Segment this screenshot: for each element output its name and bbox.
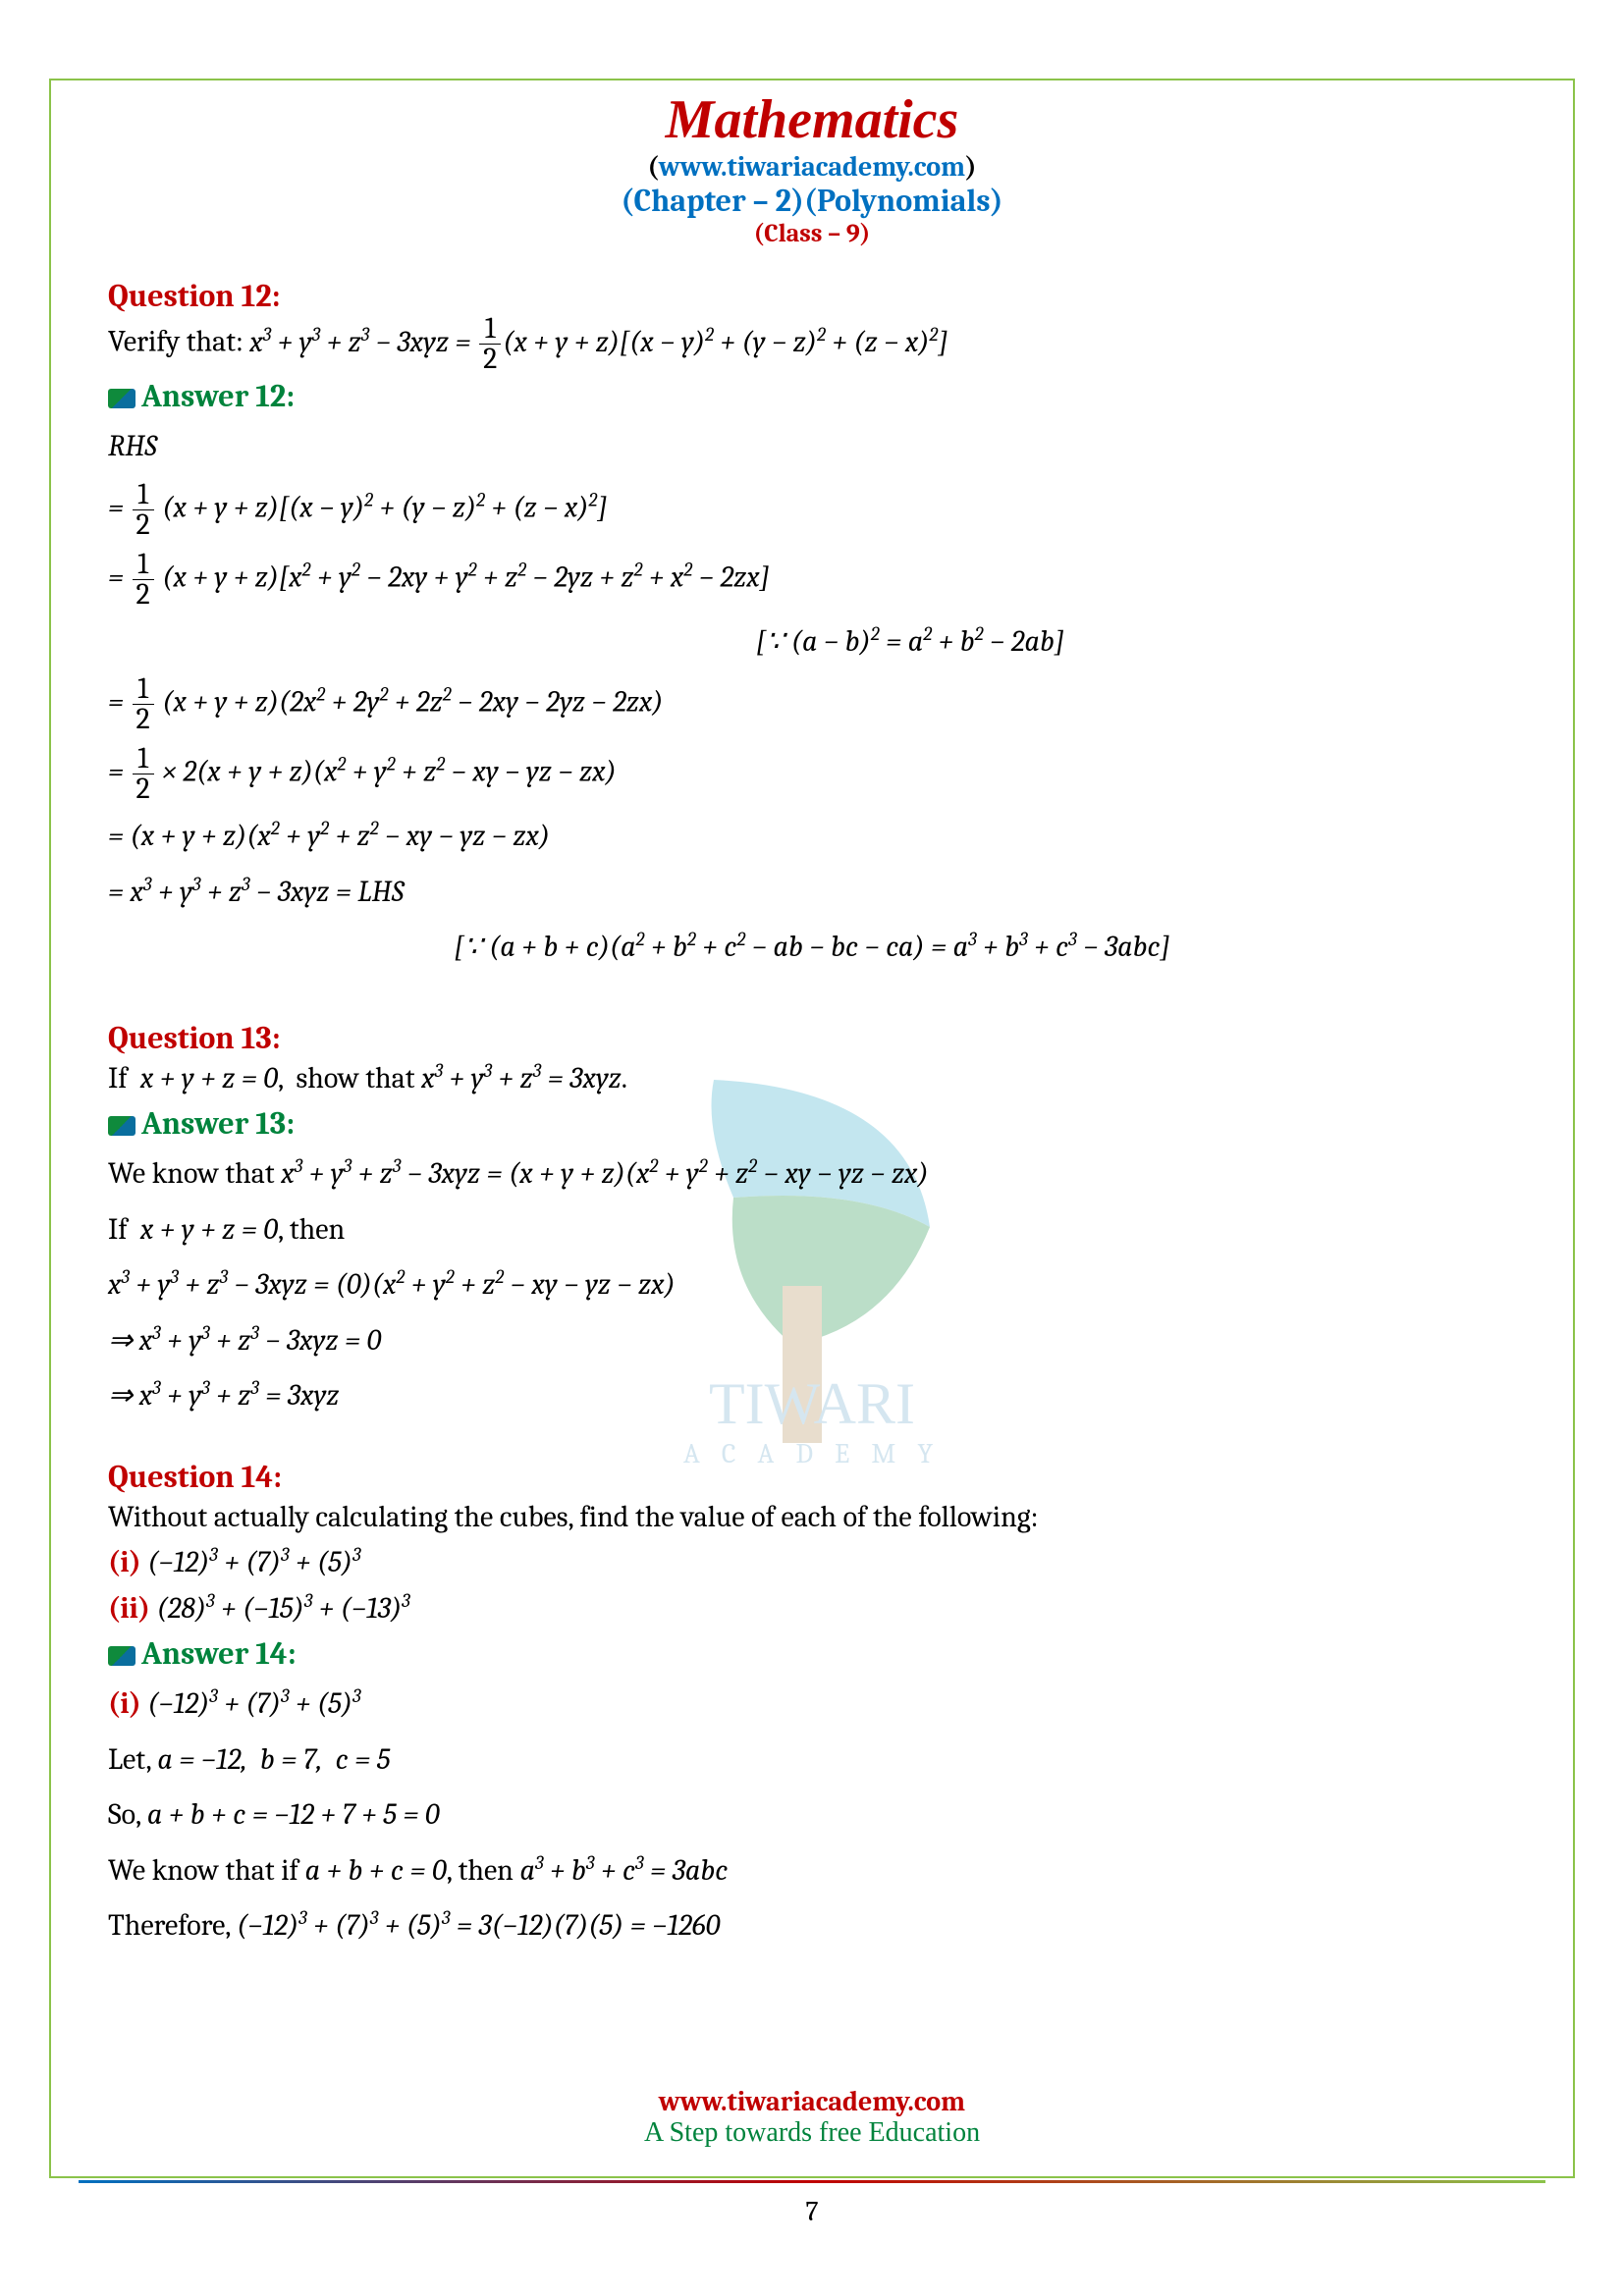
q13-prompt: If x + y + z = 0, show that x3 + y3 + z3… [108, 1056, 1516, 1102]
chapter-title: (Chapter – 2)(Polynomials) [108, 183, 1516, 219]
q14-part-ii: (ii) (28)3 + (−15)3 + (−13)3 [108, 1586, 1516, 1632]
q12-answer-label: Answer 12: [108, 378, 1516, 414]
page-number: 7 [0, 2196, 1624, 2227]
website-link[interactable]: www.tiwariacademy.com [659, 151, 965, 183]
class-label: (Class – 9) [108, 219, 1516, 248]
q14-label: Question 14: [108, 1459, 1516, 1495]
q14-part-i: (i) (−12)3 + (7)3 + (5)3 [108, 1540, 1516, 1586]
q14-solution: (i) (−12)3 + (7)3 + (5)3 Let, a = −12, b… [108, 1682, 1516, 1949]
footer-link[interactable]: www.tiwariacademy.com [0, 2086, 1624, 2117]
title-link-line: (www.tiwariacademy.com) [108, 151, 1516, 183]
answer-icon [108, 1646, 135, 1666]
document-header: Mathematics (www.tiwariacademy.com) (Cha… [108, 88, 1516, 248]
answer-icon [108, 1116, 135, 1136]
q14-answer-label: Answer 14: [108, 1635, 1516, 1672]
q13-solution: We know that x3 + y3 + z3 − 3xyz = (x + … [108, 1151, 1516, 1419]
q14-prompt: Without actually calculating the cubes, … [108, 1495, 1516, 1541]
q12-prompt: Verify that: x3 + y3 + z3 − 3xyz = 12(x … [108, 314, 1516, 374]
answer-icon [108, 389, 135, 408]
footer-tagline: A Step towards free Education [0, 2117, 1624, 2149]
q12-solution: RHS = 12 (x + y + z)[(x − y)2 + (y − z)2… [108, 424, 1516, 971]
page-footer: www.tiwariacademy.com A Step towards fre… [0, 2086, 1624, 2149]
q13-label: Question 13: [108, 1020, 1516, 1056]
q12-label: Question 12: [108, 278, 1516, 314]
page-content: Mathematics (www.tiwariacademy.com) (Cha… [59, 49, 1565, 2038]
q13-answer-label: Answer 13: [108, 1105, 1516, 1142]
title-main: Mathematics [108, 88, 1516, 151]
footer-divider [79, 2180, 1545, 2183]
